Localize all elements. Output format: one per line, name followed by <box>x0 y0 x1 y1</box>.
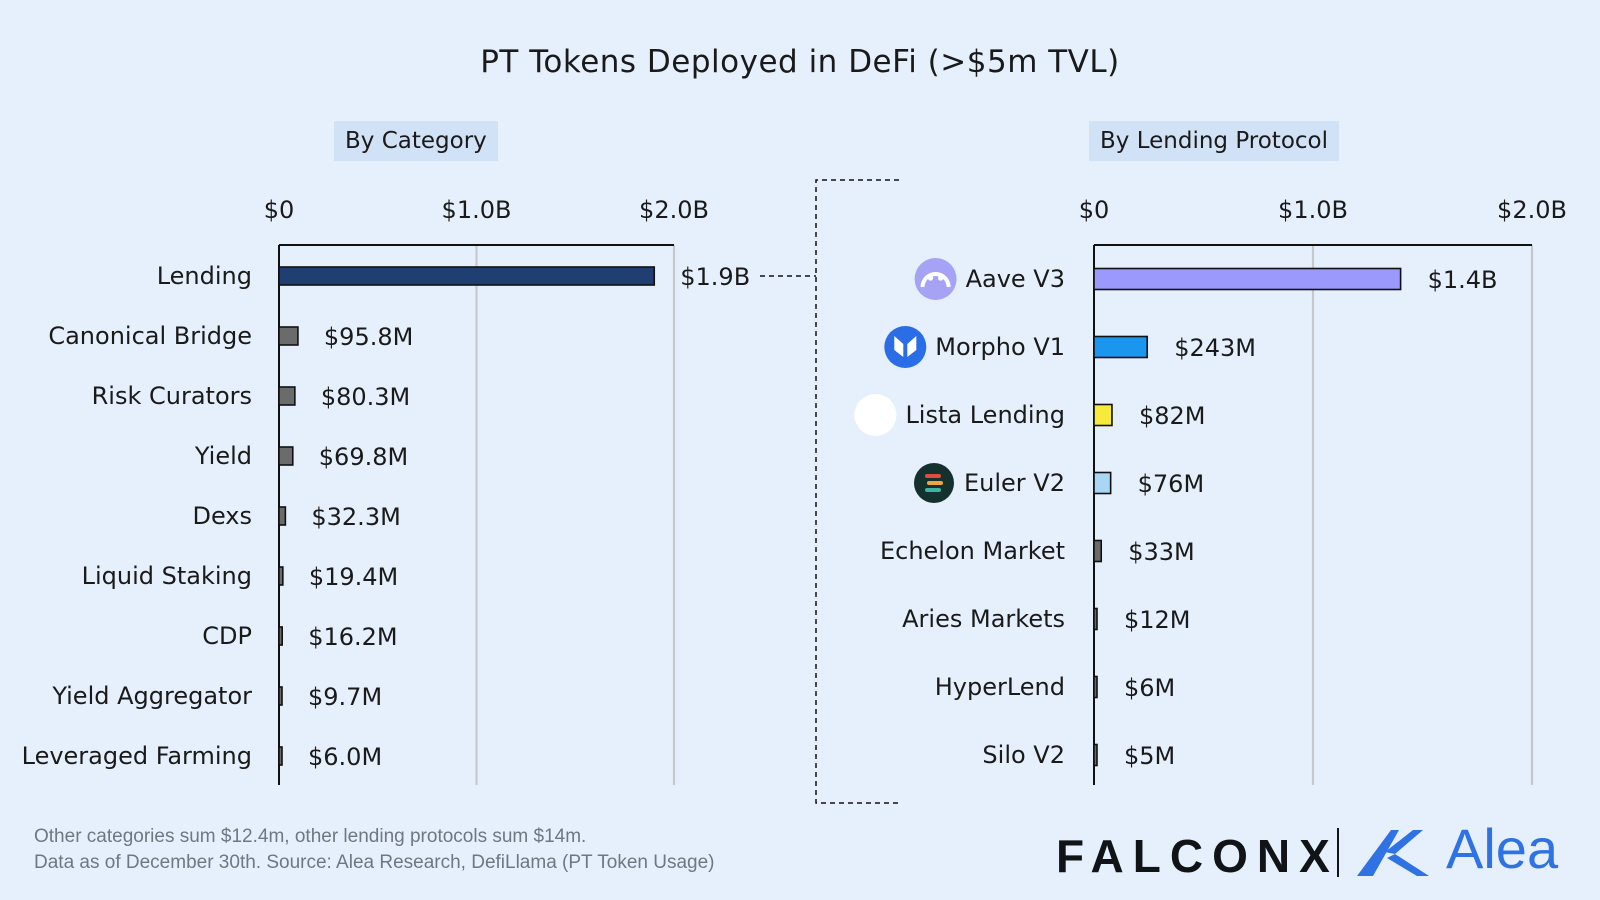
bar-hyperlend <box>1093 675 1098 699</box>
bar-aries-markets <box>1093 607 1098 631</box>
data-label-lista-lending: $82M <box>1139 402 1206 430</box>
category-label-canonical-bridge: Canonical Bridge <box>48 322 252 350</box>
category-label-lista-lending: Lista Lending <box>905 401 1065 429</box>
brand-divider <box>1337 828 1339 877</box>
data-label-cdp: $16.2M <box>308 623 397 651</box>
data-label-echelon-market: $33M <box>1128 538 1195 566</box>
category-tick-label: $0 <box>264 196 295 224</box>
aave-icon <box>914 258 957 300</box>
chart-title: PT Tokens Deployed in DeFi (>$5m TVL) <box>480 44 1120 80</box>
bar-lista-lending <box>1093 403 1113 427</box>
category-label-aries-markets: Aries Markets <box>902 605 1065 633</box>
bar-lending <box>278 266 656 286</box>
category-label-morpho-v1: Morpho V1 <box>935 333 1065 361</box>
data-label-aave-v3: $1.4B <box>1428 266 1498 294</box>
bar-charts: $0 $1.0B $2.0B Lending $1.9B Canonical Bridge… <box>22 179 1567 804</box>
data-label-canonical-bridge: $95.8M <box>324 323 413 351</box>
category-label-dexs: Dexs <box>192 502 252 530</box>
data-label-liquid-staking: $19.4M <box>309 563 398 591</box>
footnote-other-sums: Other categories sum $12.4m, other lendi… <box>34 826 587 847</box>
bar-canonical-bridge <box>278 326 299 346</box>
bar-dexs <box>278 506 287 526</box>
data-label-yield-aggregator: $9.7M <box>308 683 382 711</box>
data-label-morpho-v1: $243M <box>1174 334 1256 362</box>
morpho-icon <box>884 326 927 368</box>
bracket-line <box>815 179 899 804</box>
data-label-aries-markets: $12M <box>1124 606 1191 634</box>
bar-yield-aggregator <box>278 686 283 706</box>
protocol-tick-label: $1.0B <box>1278 196 1348 224</box>
falconx-logo: FALCONX <box>1056 830 1339 882</box>
data-label-euler-v2: $76M <box>1138 470 1205 498</box>
data-label-dexs: $32.3M <box>311 503 400 531</box>
data-label-yield: $69.8M <box>319 443 408 471</box>
bar-cdp <box>278 626 283 646</box>
data-label-hyperlend: $6M <box>1124 674 1175 702</box>
data-label-lending: $1.9B <box>680 263 750 291</box>
category-label-lending: Lending <box>157 262 252 290</box>
alea-logo-icon <box>1357 830 1429 876</box>
protocol-tick-label: $0 <box>1079 196 1110 224</box>
category-label-leveraged-farming: Leveraged Farming <box>22 742 252 770</box>
category-label-echelon-market: Echelon Market <box>880 537 1065 565</box>
data-label-silo-v2: $5M <box>1124 742 1175 770</box>
category-label-cdp: CDP <box>202 622 252 650</box>
lista-icon <box>854 394 897 436</box>
bar-morpho-v1 <box>1093 335 1149 359</box>
protocol-tick-label: $2.0B <box>1497 196 1567 224</box>
category-label-liquid-staking: Liquid Staking <box>82 562 252 590</box>
data-label-risk-curators: $80.3M <box>321 383 410 411</box>
data-label-leveraged-farming: $6.0M <box>308 743 382 771</box>
category-panel-title: By Category <box>334 121 498 161</box>
bar-euler-v2 <box>1093 471 1112 495</box>
category-label-risk-curators: Risk Curators <box>92 382 252 410</box>
category-label-yield: Yield <box>194 442 252 470</box>
category-tick-label: $1.0B <box>442 196 512 224</box>
alea-logo-text: Alea <box>1446 817 1559 880</box>
bar-liquid-staking <box>278 566 284 586</box>
category-label-aave-v3: Aave V3 <box>966 265 1065 293</box>
footnote-source: Data as of December 30th. Source: Alea R… <box>34 852 715 873</box>
category-label-hyperlend: HyperLend <box>935 673 1065 701</box>
bar-yield <box>278 446 294 466</box>
category-tick-label: $2.0B <box>639 196 709 224</box>
category-label-silo-v2: Silo V2 <box>982 741 1065 769</box>
bar-aave-v3 <box>1093 267 1402 291</box>
category-label-euler-v2: Euler V2 <box>964 469 1065 497</box>
category-label-yield-aggregator: Yield Aggregator <box>51 682 252 710</box>
bar-silo-v2 <box>1093 743 1098 767</box>
bar-leveraged-farming <box>278 746 283 766</box>
bar-echelon-market <box>1093 539 1103 563</box>
bar-risk-curators <box>278 386 296 406</box>
protocol-panel-title: By Lending Protocol <box>1089 121 1340 161</box>
euler-icon <box>914 463 954 503</box>
